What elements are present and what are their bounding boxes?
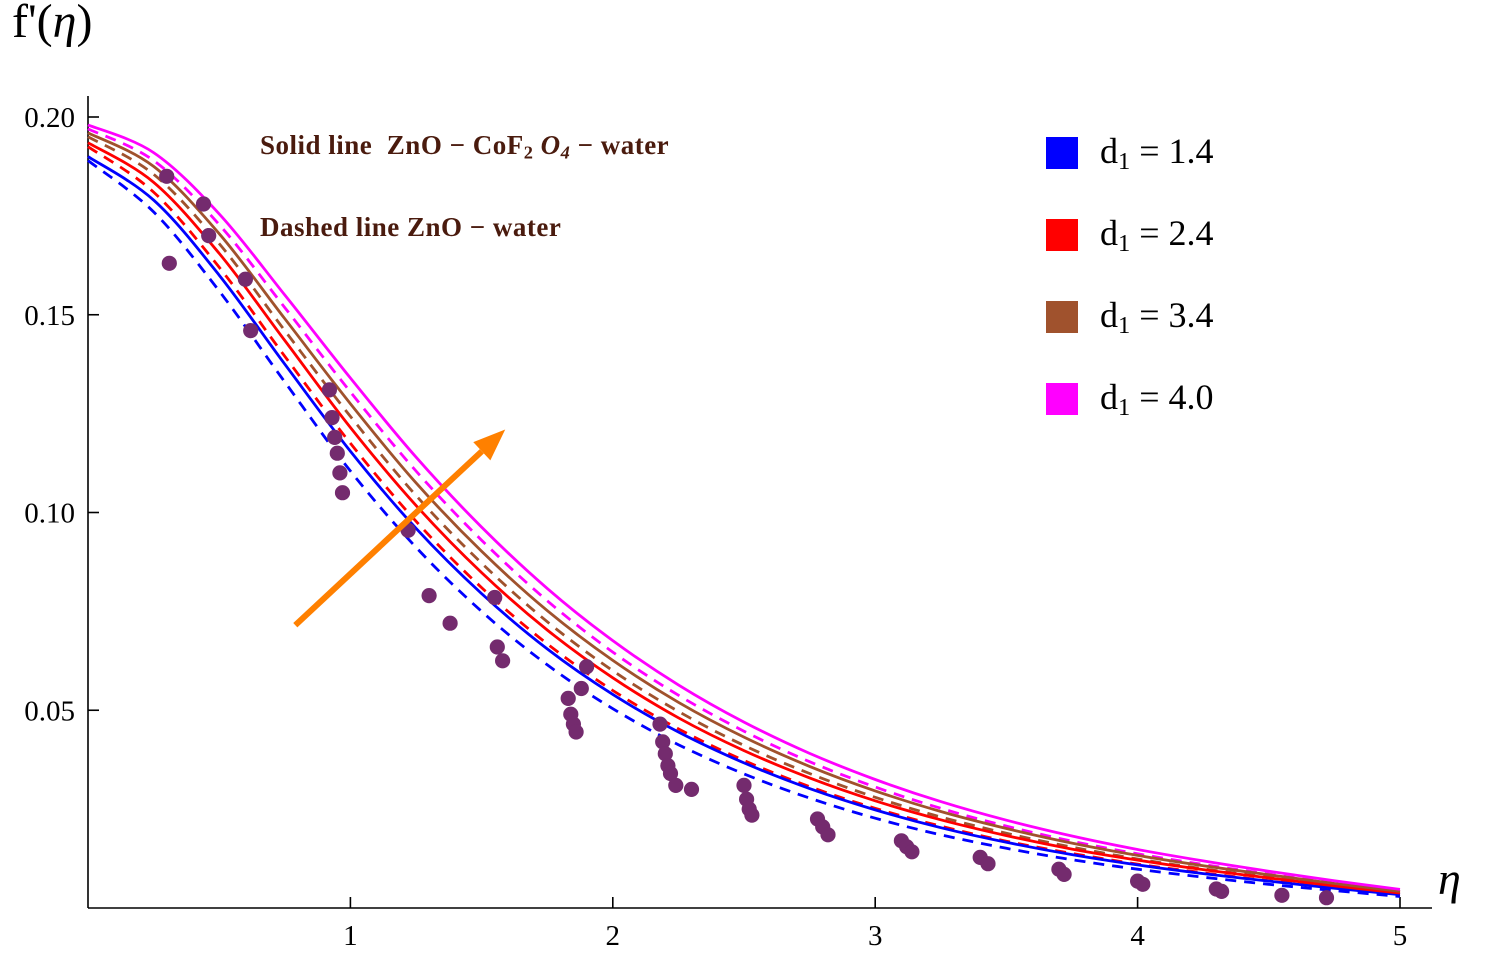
legend-label-base: d bbox=[1100, 377, 1118, 418]
y-axis-title-close: ) bbox=[76, 0, 93, 48]
scatter-point bbox=[237, 271, 253, 287]
scatter-point bbox=[487, 589, 503, 606]
scatter-point bbox=[243, 323, 259, 339]
scatter-point bbox=[904, 844, 920, 860]
legend-swatch-brown bbox=[1046, 301, 1078, 334]
series-hybrid-d1-4p0 bbox=[87, 123, 1401, 891]
scatter-point bbox=[334, 485, 351, 501]
legend-label-value: = 3.4 bbox=[1130, 295, 1214, 336]
x-axis-title: η bbox=[1438, 853, 1461, 904]
annotation-dashed-line: Dashed line ZnO − water bbox=[260, 212, 561, 243]
scatter-point bbox=[980, 856, 996, 872]
annotation-solid-tail: − water bbox=[570, 130, 670, 160]
x-tick-label: 5 bbox=[1393, 920, 1408, 952]
legend-label: d1 = 2.4 bbox=[1100, 212, 1214, 258]
series-hybrid-d1-3p4 bbox=[87, 131, 1401, 893]
scatter-point bbox=[683, 781, 700, 798]
legend-label: d1 = 4.0 bbox=[1100, 376, 1214, 422]
legend-item-d1-3.4: d1 = 3.4 bbox=[1046, 294, 1214, 340]
legend-label-sub: 1 bbox=[1118, 148, 1131, 176]
series-zno-water-d1-1p4 bbox=[87, 159, 1401, 898]
scatter-point bbox=[560, 690, 576, 707]
legend-swatch-blue bbox=[1046, 137, 1078, 170]
scatter-point bbox=[495, 653, 511, 669]
y-axis-title-text: f'( bbox=[12, 0, 53, 48]
annotation-solid-text: Solid line ZnO − CoF bbox=[260, 130, 524, 160]
scatter-point bbox=[327, 429, 343, 445]
annotation-dashed-text: Dashed line ZnO − water bbox=[260, 212, 562, 242]
x-tick-label: 1 bbox=[343, 920, 358, 952]
legend-swatch-red bbox=[1046, 219, 1078, 252]
scatter-point bbox=[568, 724, 584, 740]
scatter-point bbox=[489, 639, 505, 655]
legend-label-sub: 1 bbox=[1118, 312, 1131, 340]
series-hybrid-d1-1p4 bbox=[87, 155, 1401, 896]
legend-label-value: = 2.4 bbox=[1130, 213, 1214, 254]
legend-label-sub: 1 bbox=[1118, 230, 1131, 258]
scatter-point bbox=[662, 765, 679, 782]
legend-item-d1-2.4: d1 = 2.4 bbox=[1046, 212, 1214, 258]
x-tick-label: 4 bbox=[1130, 920, 1145, 952]
scatter-point bbox=[1214, 883, 1230, 900]
annotation-solid-line: Solid line ZnO − CoF2 O4 − water bbox=[260, 130, 669, 164]
y-tick-label: 0.15 bbox=[24, 300, 75, 332]
scatter-point bbox=[1056, 866, 1072, 883]
trend-arrow-head bbox=[473, 429, 506, 461]
scatter-point bbox=[329, 445, 345, 461]
scatter-point bbox=[421, 588, 437, 604]
scatter-point bbox=[321, 382, 337, 398]
series-zno-water-d1-4p0 bbox=[87, 127, 1401, 893]
scatter-point bbox=[161, 255, 177, 271]
scatter-point bbox=[573, 680, 589, 697]
y-tick-label: 0.05 bbox=[24, 695, 75, 727]
y-axis-title: f'(η) bbox=[12, 0, 92, 49]
annotation-solid-sub4: 4 bbox=[560, 142, 571, 163]
scatter-point bbox=[655, 734, 671, 750]
legend-item-d1-4.0: d1 = 4.0 bbox=[1046, 376, 1214, 422]
scatter-point bbox=[1274, 887, 1290, 903]
legend-label-value: = 1.4 bbox=[1130, 131, 1214, 171]
series-hybrid-d1-2p4 bbox=[87, 141, 1401, 895]
scatter-point bbox=[1318, 890, 1335, 906]
scatter-point bbox=[324, 410, 340, 426]
legend-label-sub: 1 bbox=[1118, 394, 1131, 422]
legend-label-value: = 4.0 bbox=[1130, 377, 1214, 418]
legend-label: d1 = 3.4 bbox=[1100, 294, 1214, 340]
scatter-point bbox=[744, 807, 760, 823]
eta-symbol: η bbox=[52, 0, 77, 48]
scatter-point bbox=[820, 827, 836, 843]
y-tick-label: 0.20 bbox=[24, 102, 75, 134]
scatter-point bbox=[1135, 876, 1151, 892]
scatter-point bbox=[195, 196, 212, 212]
legend-item-d1-1.4: d1 = 1.4 bbox=[1046, 130, 1214, 176]
scatter-point bbox=[736, 777, 752, 794]
scatter-point bbox=[442, 615, 458, 631]
legend-label: d1 = 1.4 bbox=[1100, 130, 1214, 176]
legend: d1 = 1.4 d1 = 2.4 d1 = 3.4 d1 = 4.0 bbox=[1046, 130, 1214, 422]
scatter-point bbox=[652, 716, 668, 732]
scatter-point bbox=[579, 659, 595, 675]
x-tick-label: 2 bbox=[606, 920, 621, 952]
legend-swatch-magenta bbox=[1046, 383, 1078, 416]
scatter-point bbox=[201, 228, 217, 244]
legend-label-base: d bbox=[1100, 213, 1118, 254]
scatter-point bbox=[332, 465, 348, 481]
legend-label-base: d bbox=[1100, 295, 1118, 336]
y-tick-label: 0.10 bbox=[24, 498, 75, 530]
annotation-solid-o: O bbox=[533, 130, 561, 160]
annotation-solid-sub2: 2 bbox=[523, 142, 534, 163]
scatter-point bbox=[159, 168, 175, 184]
scatter-point bbox=[657, 746, 673, 762]
legend-label-base: d bbox=[1100, 131, 1118, 171]
scatter-point bbox=[668, 777, 684, 794]
x-tick-label: 3 bbox=[868, 920, 883, 952]
trend-arrow-shaft bbox=[293, 449, 484, 628]
